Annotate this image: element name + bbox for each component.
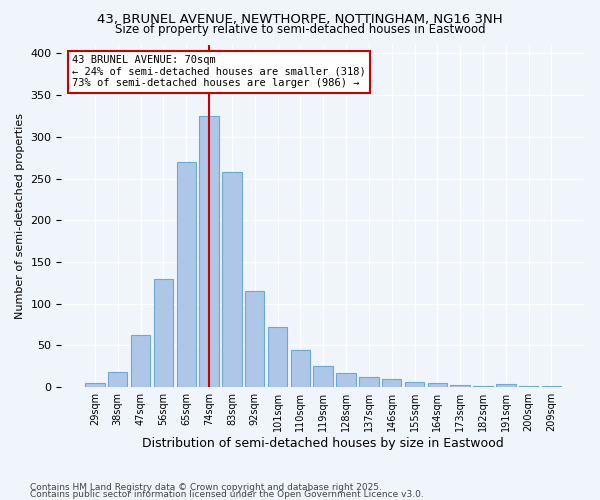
Bar xyxy=(131,336,150,387)
Bar xyxy=(473,386,493,387)
Bar xyxy=(245,291,265,387)
Y-axis label: Number of semi-detached properties: Number of semi-detached properties xyxy=(15,113,25,319)
Bar xyxy=(496,384,515,387)
Text: Contains HM Land Registry data © Crown copyright and database right 2025.: Contains HM Land Registry data © Crown c… xyxy=(30,484,382,492)
Bar xyxy=(337,373,356,387)
Bar xyxy=(108,372,127,387)
Bar xyxy=(428,383,447,387)
X-axis label: Distribution of semi-detached houses by size in Eastwood: Distribution of semi-detached houses by … xyxy=(142,437,504,450)
Bar xyxy=(199,116,219,387)
Bar xyxy=(542,386,561,387)
Text: 43 BRUNEL AVENUE: 70sqm
← 24% of semi-detached houses are smaller (318)
73% of s: 43 BRUNEL AVENUE: 70sqm ← 24% of semi-de… xyxy=(72,56,365,88)
Bar xyxy=(519,386,538,387)
Bar xyxy=(359,377,379,387)
Text: Contains public sector information licensed under the Open Government Licence v3: Contains public sector information licen… xyxy=(30,490,424,499)
Bar xyxy=(290,350,310,387)
Bar xyxy=(176,162,196,387)
Bar xyxy=(154,278,173,387)
Text: Size of property relative to semi-detached houses in Eastwood: Size of property relative to semi-detach… xyxy=(115,22,485,36)
Bar xyxy=(405,382,424,387)
Bar xyxy=(222,172,242,387)
Text: 43, BRUNEL AVENUE, NEWTHORPE, NOTTINGHAM, NG16 3NH: 43, BRUNEL AVENUE, NEWTHORPE, NOTTINGHAM… xyxy=(97,12,503,26)
Bar xyxy=(451,384,470,387)
Bar xyxy=(268,327,287,387)
Bar xyxy=(85,383,104,387)
Bar xyxy=(313,366,333,387)
Bar xyxy=(382,379,401,387)
